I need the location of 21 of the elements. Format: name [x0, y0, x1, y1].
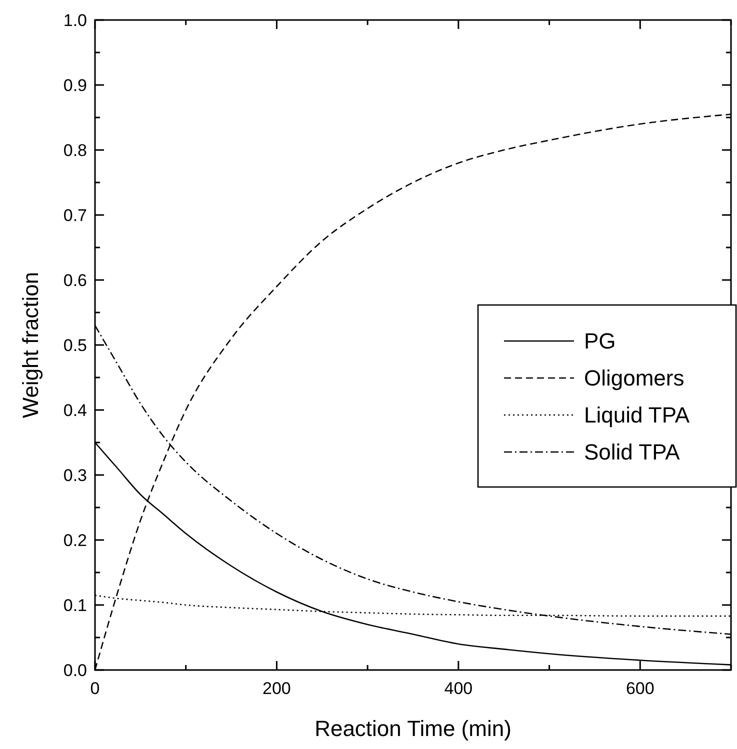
y-tick-label: 0.8 [63, 140, 87, 160]
y-tick-label: 0.4 [63, 400, 87, 420]
legend-label: Solid TPA [584, 440, 680, 465]
x-axis-title: Reaction Time (min) [314, 716, 512, 741]
y-tick-label: 0.3 [63, 466, 87, 485]
y-tick-label: 0.1 [63, 596, 87, 615]
y-tick-label: 1.0 [63, 10, 87, 30]
x-tick-label: 0 [90, 679, 100, 698]
y-tick-label: 0.6 [63, 270, 87, 290]
legend-label: Liquid TPA [584, 402, 690, 428]
y-tick-label: 0.0 [63, 660, 87, 680]
x-tick-label: 400 [444, 679, 473, 698]
legend-label: Oligomers [584, 366, 684, 391]
legend-label: PG [584, 328, 616, 354]
y-tick-label: 0.5 [63, 336, 87, 355]
y-axis-title: Weight fraction [18, 272, 43, 418]
y-tick-label: 0.2 [63, 530, 87, 550]
y-tick-label: 0.7 [63, 206, 87, 225]
x-tick-label: 200 [262, 679, 291, 698]
x-tick-label: 600 [626, 679, 654, 698]
y-tick-label: 0.9 [63, 76, 87, 95]
